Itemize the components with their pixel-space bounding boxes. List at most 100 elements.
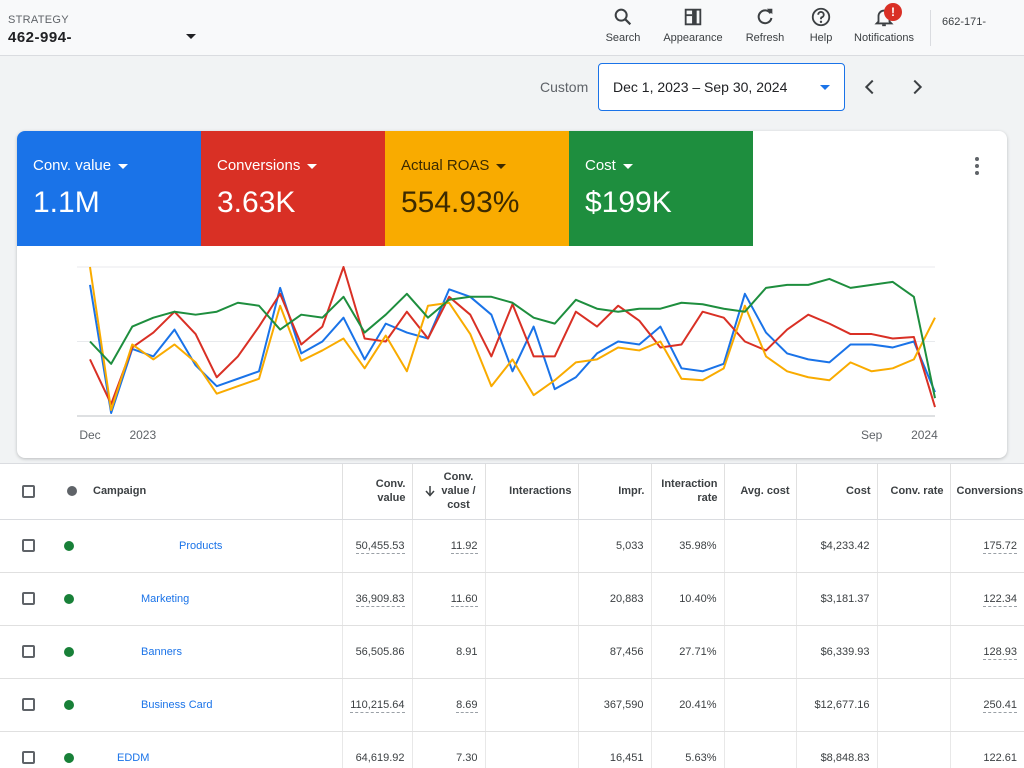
header-conversions[interactable]: Conversions	[950, 464, 1024, 520]
previous-period-icon[interactable]	[859, 76, 881, 98]
row-checkbox[interactable]	[22, 592, 35, 605]
row-checkbox[interactable]	[22, 751, 35, 764]
campaign-name-link[interactable]: EDDM	[117, 751, 150, 764]
x-tick-label: 2023	[129, 428, 156, 442]
conv-value-cell: 64,619.92	[342, 731, 413, 768]
chevron-down-icon	[118, 163, 129, 169]
campaign-name-link[interactable]: Business Card	[141, 698, 213, 711]
appearance-button[interactable]: Appearance	[660, 6, 726, 44]
row-checkbox[interactable]	[22, 698, 35, 711]
interaction-rate-cell: 27.71%	[651, 625, 725, 679]
row-checkbox[interactable]	[22, 645, 35, 658]
table-row: Banners 56,505.86 8.91 87,456 27.71% $6,339.9…	[0, 625, 1024, 679]
select-all-checkbox[interactable]	[22, 484, 35, 498]
refresh-icon	[757, 8, 773, 25]
header-conv-value-cost[interactable]: Conv. value / cost	[412, 464, 486, 520]
avg-cost-cell	[724, 731, 797, 768]
header-cost[interactable]: Cost	[796, 464, 878, 520]
conv-rate-cell	[877, 519, 951, 573]
conversions-value: 122.34	[983, 592, 1017, 607]
conv-value-cost: 11.60	[450, 592, 478, 607]
metric-value: 554.93%	[401, 186, 520, 219]
campaign-cell: Marketing	[87, 572, 343, 626]
roas-cell: 8.69	[412, 678, 486, 732]
avg-cost-cell	[724, 572, 797, 626]
header-campaign[interactable]: Campaign	[87, 464, 343, 520]
refresh-button[interactable]: Refresh	[743, 6, 787, 44]
more-options-icon[interactable]	[973, 157, 981, 177]
chevron-down-icon	[307, 163, 318, 169]
conv-value-cost: 7.30	[456, 751, 478, 764]
status-enabled-icon[interactable]	[64, 699, 74, 710]
metric-value: $199K	[585, 186, 672, 219]
date-range-selector[interactable]: Dec 1, 2023 – Sep 30, 2024	[598, 63, 845, 111]
conv-rate-cell	[877, 731, 951, 768]
status-dot-icon[interactable]	[67, 486, 77, 497]
interaction-rate-cell: 10.40%	[651, 572, 725, 626]
search-button[interactable]: Search	[603, 6, 643, 44]
conv-value: 56,505.86	[355, 645, 405, 658]
cost-cell: $8,848.83	[796, 731, 878, 768]
metric-cost[interactable]: Cost $199K	[569, 131, 753, 246]
status-enabled-icon[interactable]	[64, 752, 74, 763]
strategy-selector[interactable]: 462-994-	[8, 29, 73, 46]
header-impressions[interactable]: Impr.	[578, 464, 652, 520]
status-enabled-icon[interactable]	[64, 593, 74, 604]
roas-cell: 7.30	[412, 731, 486, 768]
row-select-cell	[0, 519, 57, 573]
metric-name: Actual ROAS	[401, 157, 490, 174]
chevron-down-icon	[496, 163, 507, 169]
header-avg-cost[interactable]: Avg. cost	[724, 464, 797, 520]
impressions-cell: 87,456	[578, 625, 652, 679]
conv-value: 50,455.53	[355, 539, 405, 554]
campaign-name-link[interactable]: Banners	[141, 645, 182, 658]
row-status-cell	[57, 625, 87, 679]
conv-value-cell: 50,455.53	[342, 519, 413, 573]
header-interactions[interactable]: Interactions	[485, 464, 579, 520]
conv-value: 64,619.92	[355, 751, 405, 764]
conv-rate-cell	[877, 625, 951, 679]
sort-descending-icon	[424, 486, 435, 497]
x-tick-label: 2024	[911, 428, 938, 442]
status-enabled-icon[interactable]	[64, 646, 74, 657]
campaign-name-link[interactable]: Marketing	[141, 592, 190, 605]
next-period-icon[interactable]	[906, 76, 928, 98]
conversions-cell: 122.61	[950, 731, 1024, 768]
row-select-cell	[0, 678, 57, 732]
header-interaction-rate[interactable]: Interaction rate	[651, 464, 725, 520]
row-checkbox[interactable]	[22, 539, 35, 552]
row-status-cell	[57, 678, 87, 732]
table-row: Business Card 110,215.64 8.69 367,590 20.41%…	[0, 678, 1024, 732]
strategy-dropdown-icon[interactable]	[186, 34, 196, 39]
account-id[interactable]: 662-171-	[942, 16, 987, 28]
header-divider	[930, 10, 931, 46]
cost-cell: $3,181.37	[796, 572, 878, 626]
campaign-name-link[interactable]: Products	[179, 539, 223, 552]
conv-value-cost: 8.69	[456, 698, 478, 713]
metric-conversions[interactable]: Conversions 3.63K	[201, 131, 385, 246]
header-conv-value[interactable]: Conv. value	[342, 464, 413, 520]
metric-conv-value[interactable]: Conv. value 1.1M	[17, 131, 201, 246]
strategy-label: STRATEGY	[8, 14, 69, 26]
row-select-cell	[0, 731, 57, 768]
conversions-cell: 175.72	[950, 519, 1024, 573]
row-status-cell	[57, 572, 87, 626]
conv-value-cost: 8.91	[456, 645, 478, 658]
interaction-rate-cell: 35.98%	[651, 519, 725, 573]
campaign-cell: EDDM	[87, 731, 343, 768]
conv-rate-cell	[877, 572, 951, 626]
conversions-cell: 128.93	[950, 625, 1024, 679]
status-enabled-icon[interactable]	[64, 540, 74, 551]
metric-name: Conv. value	[33, 157, 112, 174]
metric-name: Conversions	[217, 157, 301, 174]
row-select-cell	[0, 625, 57, 679]
metric-actual-roas[interactable]: Actual ROAS 554.93%	[385, 131, 569, 246]
help-button[interactable]: Help	[804, 6, 838, 44]
row-status-cell	[57, 731, 87, 768]
avg-cost-cell	[724, 678, 797, 732]
notifications-button[interactable]: ! Notifications	[850, 3, 918, 44]
campaign-cell: Banners	[87, 625, 343, 679]
series-line-0	[89, 284, 936, 415]
roas-cell: 11.92	[412, 519, 486, 573]
header-conv-rate[interactable]: Conv. rate	[877, 464, 951, 520]
